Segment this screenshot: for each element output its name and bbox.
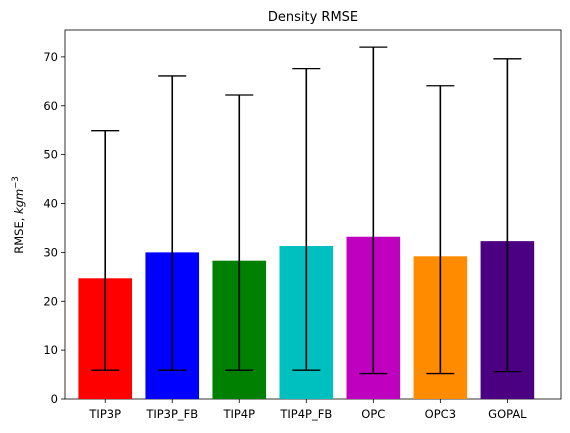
x-tick-label: OPC3: [425, 407, 456, 421]
y-tick-label: 40: [43, 197, 58, 211]
x-tick-label: GOPAL: [488, 407, 527, 421]
error-bar-group: [91, 46, 522, 375]
chart-title: Density RMSE: [268, 10, 358, 25]
x-tick-label: TIP3P_FB: [145, 407, 198, 421]
y-axis: 0 10 20 30 40 50 60 70: [43, 50, 65, 406]
y-tick-label: 30: [43, 245, 58, 259]
y-axis-label: RMSE, kgm−3: [11, 176, 26, 254]
y-tick-label: 50: [43, 148, 58, 162]
y-tick-label: 0: [51, 392, 58, 406]
y-tick-label: 60: [43, 99, 58, 113]
x-tick-label: TIP4P: [222, 407, 255, 421]
y-tick-label: 70: [43, 50, 58, 64]
x-tick-label: OPC: [361, 407, 385, 421]
x-axis: TIP3P TIP3P_FB TIP4P TIP4P_FB OPC OPC3 GOPAL: [88, 399, 527, 421]
x-tick-label: TIP4P_FB: [279, 407, 332, 421]
x-tick-label: TIP3P: [88, 407, 121, 421]
y-tick-label: 10: [43, 343, 58, 357]
y-tick-label: 20: [43, 294, 58, 308]
